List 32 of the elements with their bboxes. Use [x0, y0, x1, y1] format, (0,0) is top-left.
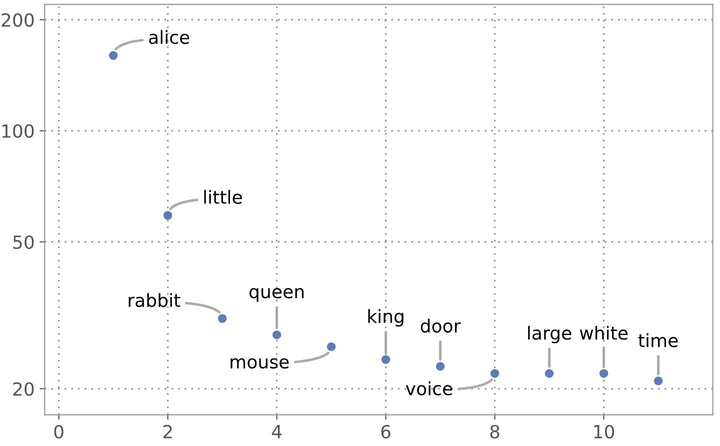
annotation: door [420, 318, 461, 333]
annotation: queen [250, 288, 304, 302]
annotation: white [580, 326, 628, 340]
annotation: king [368, 309, 404, 327]
x-tick-label: 4 [272, 425, 282, 438]
annotation: rabbit [128, 293, 180, 308]
annotation: alice [149, 30, 190, 44]
x-tick-label: 8 [490, 424, 500, 438]
x-tick-label: 0 [54, 424, 64, 438]
point [326, 342, 336, 352]
x-tick-label: 6 [381, 424, 390, 438]
annotation: large [528, 326, 572, 344]
point [436, 362, 445, 371]
y-tick-label: 200 [2, 13, 34, 27]
point [654, 376, 663, 386]
point [544, 369, 554, 378]
point [218, 314, 227, 323]
point [381, 355, 390, 364]
y-tick-label: 50 [13, 235, 34, 250]
x-tick-label: 10 [594, 424, 614, 438]
point [108, 51, 118, 60]
annotation: voice [406, 381, 452, 396]
annotation: mouse [230, 358, 289, 369]
point [163, 211, 172, 220]
point [599, 369, 608, 378]
y-tick-label: 100 [2, 124, 34, 138]
point [490, 369, 500, 378]
annotation: time [638, 333, 678, 348]
point [272, 330, 282, 340]
annotation: little [204, 190, 242, 204]
x-tick-label: 2 [163, 424, 172, 438]
y-tick-label: 20 [13, 382, 34, 396]
